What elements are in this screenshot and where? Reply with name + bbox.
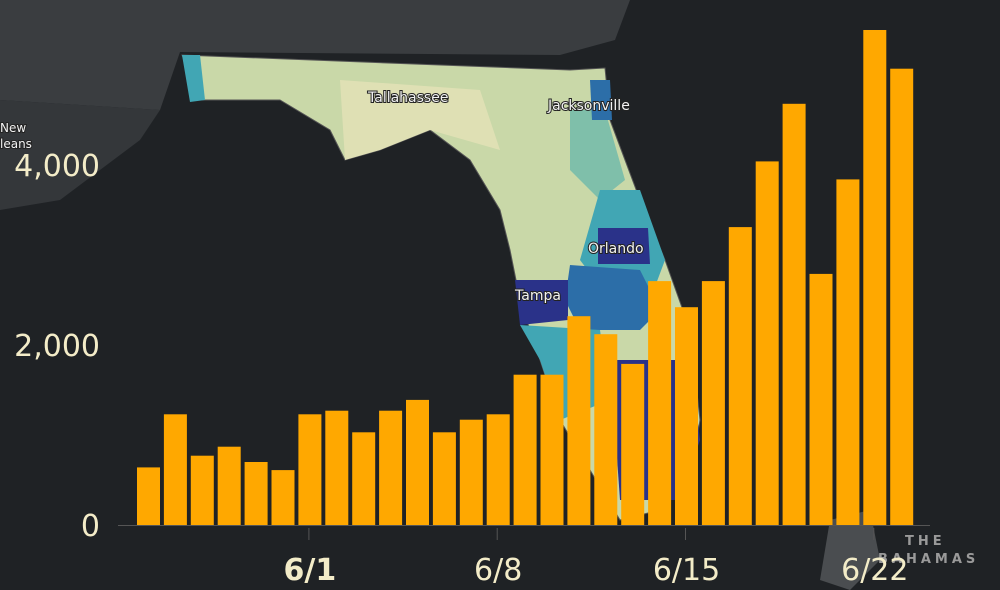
bar-6/18 (755, 161, 779, 525)
y-ticks: 0 2,000 4,000 (14, 149, 100, 544)
bar-6/23 (890, 68, 914, 525)
bar-6/14 (648, 281, 672, 525)
map-label-new-orleans-2: leans (0, 137, 32, 151)
map-label-new-orleans-1: New (0, 121, 26, 135)
county-orlando (598, 228, 650, 264)
x-tick-label: 6/1 (284, 553, 337, 588)
county-tampa (515, 280, 568, 325)
bar-5/29 (217, 446, 241, 525)
map-label-orlando: Orlando (588, 241, 644, 257)
bar-6/8 (486, 414, 510, 525)
bar-5/30 (244, 462, 268, 525)
map-label-jacksonville: Jacksonville (547, 98, 630, 114)
y-tick-label: 4,000 (14, 149, 100, 184)
bar-6/9 (513, 374, 537, 525)
map-label-tallahassee: Tallahassee (367, 90, 448, 106)
bar-6/2 (325, 410, 349, 525)
county-light-north (340, 80, 500, 160)
x-tick-label: 6/22 (841, 553, 908, 588)
county-far-west (182, 55, 205, 102)
bar-5/26 (137, 467, 160, 525)
bar-6/17 (728, 227, 752, 525)
bar-6/12 (594, 334, 618, 525)
land-west (0, 100, 160, 210)
bar-6/16 (701, 281, 725, 525)
county-teal-ne (570, 110, 625, 200)
bar-5/28 (190, 455, 214, 525)
x-ticks: 6/1 6/8 6/15 6/22 (284, 528, 908, 588)
bars (137, 30, 914, 526)
bar-6/3 (352, 432, 376, 525)
bar-6/4 (379, 410, 403, 525)
y-tick-label: 2,000 (14, 329, 100, 364)
bar-6/13 (621, 363, 645, 525)
bar-6/11 (567, 316, 591, 525)
bar-6/6 (432, 432, 456, 525)
y-tick-label: 0 (81, 509, 100, 544)
map-label-bahamas-1: THE (905, 534, 946, 549)
map-label-bahamas-2: BAHAMAS (878, 552, 979, 567)
bar-5/27 (163, 414, 187, 525)
x-tick-label: 6/8 (474, 553, 522, 588)
bar-5/31 (271, 470, 295, 525)
bar-6/10 (540, 374, 564, 525)
county-jacksonville (590, 80, 612, 120)
map-label-tampa: Tampa (514, 288, 561, 304)
x-tick-label: 6/15 (653, 553, 720, 588)
bar-6/19 (782, 103, 806, 526)
bar-6/7 (459, 419, 483, 525)
county-blue (565, 265, 660, 330)
land-north (0, 0, 630, 110)
bahamas (820, 510, 880, 590)
bar-6/22 (863, 30, 887, 525)
bar-6/15 (675, 307, 698, 525)
bar-6/1 (298, 414, 322, 525)
bar-6/5 (406, 399, 429, 525)
bar-6/21 (836, 179, 860, 525)
bar-6/20 (809, 273, 833, 525)
